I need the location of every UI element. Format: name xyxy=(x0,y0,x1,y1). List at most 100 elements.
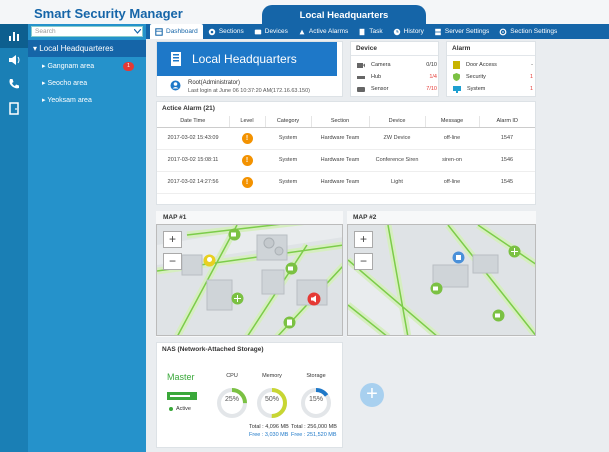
nav-history[interactable]: History xyxy=(388,24,429,39)
caret-right-icon: ▸ xyxy=(42,63,48,70)
alarm-row-system: System 1 xyxy=(453,83,533,95)
tree-item-label: Seocho area xyxy=(47,80,88,87)
map2-image xyxy=(348,225,535,335)
nas-master-label: Master xyxy=(167,372,195,382)
nas-gauges xyxy=(217,388,331,418)
nav-task[interactable]: Task xyxy=(353,24,387,39)
phone-icon[interactable] xyxy=(0,72,28,96)
nav-history-label: History xyxy=(403,28,424,35)
memory-stats: Total : 4,096 MB Free : 3,030 MB xyxy=(249,423,289,439)
nas-panel: NAS (Network-Attached Storage) Master Ac… xyxy=(156,342,343,448)
storage-free: Free : 251,520 MB xyxy=(291,432,337,438)
light-marker-icon[interactable] xyxy=(203,254,216,267)
cpu-label: CPU xyxy=(226,373,238,379)
map1-image xyxy=(157,225,342,335)
tree-item-yeoksam[interactable]: ▸ Yeoksam area xyxy=(28,92,146,109)
sections-icon xyxy=(208,28,216,35)
camera-marker-icon[interactable] xyxy=(430,282,443,295)
device-card: Device Camera 0/10 Hub 1/4 Sensor 7/10 xyxy=(350,41,439,97)
nas-device-icon xyxy=(167,392,197,400)
building-marker-icon[interactable] xyxy=(452,251,465,264)
map2-zoom-in-button[interactable]: + xyxy=(354,231,373,248)
alarm-title: Alarm xyxy=(447,42,535,56)
main-content: Local Headquarters Root(Administrator) L… xyxy=(146,39,609,452)
storage-value: 15% xyxy=(308,396,323,403)
icon-bar xyxy=(0,24,28,452)
siren-marker-icon[interactable] xyxy=(307,292,321,306)
overview-title: Local Headquarters xyxy=(157,42,337,76)
table-header: Date Time Level Category Section Device … xyxy=(157,116,535,128)
sidebar: Search ▾ Local Headquarteres ▸ Gangnam a… xyxy=(28,24,146,452)
hub-marker-icon[interactable] xyxy=(231,292,244,305)
tree-item-gangnam[interactable]: ▸ Gangnam area 1 xyxy=(28,58,146,75)
hub-marker-icon[interactable] xyxy=(508,245,521,258)
device-list: Camera 0/10 Hub 1/4 Sensor 7/10 xyxy=(357,59,437,95)
table-row[interactable]: 2017-03-02 15:08:11 ! System Hardware Te… xyxy=(157,149,535,172)
memory-free: Free : 3,030 MB xyxy=(249,432,289,438)
table-row[interactable]: 2017-03-02 15:43:09 ! System Hardware Te… xyxy=(157,127,535,150)
camera-marker-icon[interactable] xyxy=(285,262,298,275)
hub-icon xyxy=(357,75,365,79)
site-tab-local-headquarters[interactable]: Local Headquarters xyxy=(262,5,426,26)
map1-view[interactable]: + − xyxy=(156,224,343,336)
last-login: Last login at June 06 10:37:20 AM(172.16… xyxy=(188,88,311,94)
nav-sections[interactable]: Sections xyxy=(203,24,249,39)
alarm-card: Alarm Door Access - Security 1 System 1 xyxy=(446,41,536,97)
map2-zoom-out-button[interactable]: − xyxy=(354,253,373,270)
active-alarm-panel: Actice Alarm (21) Date Time Level Catego… xyxy=(156,101,536,205)
gauge-fill-cpu xyxy=(217,388,247,418)
tree-item-label: Yeoksam area xyxy=(47,97,92,104)
storage-stats: Total : 256,000 MB Free : 251,520 MB xyxy=(291,423,337,439)
nav-task-label: Task xyxy=(369,28,383,35)
nav-dashboard[interactable]: Dashboard xyxy=(150,24,203,39)
warning-icon: ! xyxy=(241,176,253,188)
nav-devices-label: Devices xyxy=(264,28,288,35)
chevron-down-icon[interactable] xyxy=(134,29,141,34)
nas-status: Active xyxy=(169,406,191,412)
security-icon xyxy=(453,73,460,81)
door-marker-icon[interactable] xyxy=(283,316,296,329)
door-icon[interactable] xyxy=(0,96,28,120)
alarm-row-security: Security 1 xyxy=(453,71,533,83)
table-row[interactable]: 2017-03-02 14:27:56 ! System Hardware Te… xyxy=(157,171,535,194)
device-row-camera: Camera 0/10 xyxy=(357,59,437,71)
map1-panel: MAP #1 + − xyxy=(156,211,343,337)
speaker-icon[interactable] xyxy=(0,48,28,72)
tree-item-local-headquarters[interactable]: ▾ Local Headquarteres xyxy=(28,40,146,57)
alarm-list: Door Access - Security 1 System 1 xyxy=(453,59,533,95)
map1-title: MAP #1 xyxy=(163,214,187,221)
storage-label: Storage xyxy=(306,373,326,379)
search-input[interactable]: Search xyxy=(31,26,143,37)
camera-marker-icon[interactable] xyxy=(492,309,505,322)
main-nav: Dashboard Sections Devices Active Alarms… xyxy=(146,24,609,39)
cpu-value: 25% xyxy=(224,396,239,403)
active-alarm-title: Actice Alarm (21) xyxy=(162,105,215,112)
tree-item-seocho[interactable]: ▸ Seocho area xyxy=(28,75,146,92)
warning-icon: ! xyxy=(241,132,253,144)
task-icon xyxy=(359,28,365,35)
nav-server-settings[interactable]: Server Settings xyxy=(429,24,494,39)
nav-section-settings-label: Section Settings xyxy=(510,28,558,35)
memory-label: Memory xyxy=(262,373,282,379)
sensor-icon xyxy=(357,86,365,92)
nav-sections-label: Sections xyxy=(218,28,244,35)
building-icon xyxy=(171,52,181,66)
add-nas-button[interactable]: + xyxy=(360,383,384,407)
camera-marker-icon[interactable] xyxy=(228,228,241,241)
map1-zoom-out-button[interactable]: − xyxy=(163,253,182,270)
dashboard-icon xyxy=(155,27,163,36)
nav-server-settings-label: Server Settings xyxy=(444,28,490,35)
device-row-sensor: Sensor 7/10 xyxy=(357,83,437,95)
app-title: Smart Security Manager xyxy=(34,6,183,21)
status-dot-icon xyxy=(169,407,173,411)
memory-value: 50% xyxy=(264,396,279,403)
nav-section-settings[interactable]: Section Settings xyxy=(494,24,562,39)
map2-view[interactable]: + − xyxy=(347,224,536,336)
map1-zoom-in-button[interactable]: + xyxy=(163,231,182,248)
caret-down-icon: ▾ xyxy=(33,44,40,53)
nav-devices[interactable]: Devices xyxy=(249,24,293,39)
dashboard-bar-chart-icon[interactable] xyxy=(0,24,28,48)
nav-active-alarms[interactable]: Active Alarms xyxy=(293,24,353,39)
server-icon xyxy=(435,28,441,35)
memory-total: Total : 4,096 MB xyxy=(249,424,289,430)
